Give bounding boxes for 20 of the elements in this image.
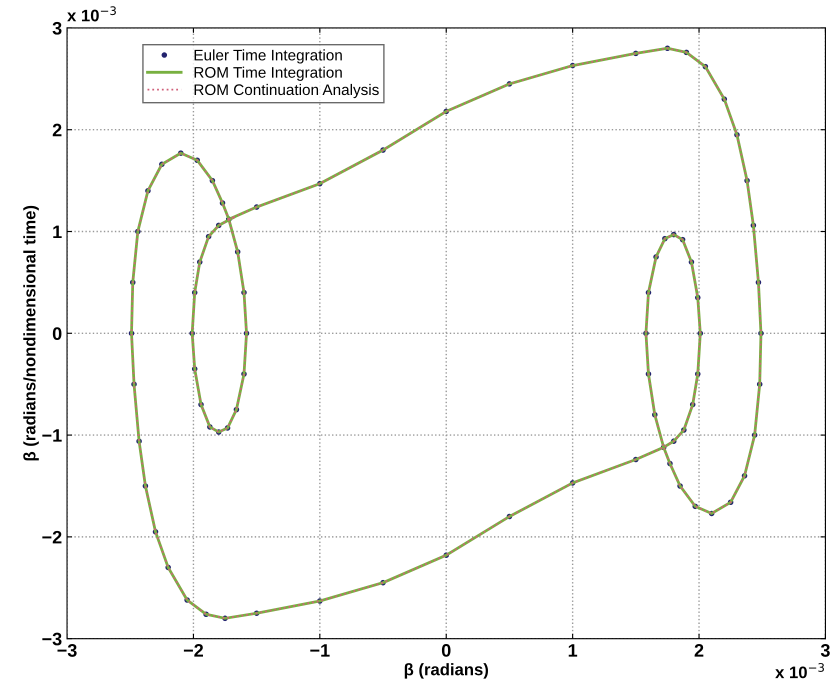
y-tick-label: 0 (52, 327, 62, 340)
x-tick-label: −2 (184, 644, 204, 657)
text: x 10$^{−3}$ (775, 663, 824, 678)
legend-label: Euler Time Integration (194, 49, 342, 64)
y-tick-label: 1 (53, 226, 62, 238)
y-tick-label: −1 (42, 429, 62, 442)
y-tick-label: 2 (52, 124, 62, 136)
legend-label: ROM Continuation Analysis (194, 84, 379, 98)
text: x 10$^{−3}$ (67, 6, 116, 22)
y-tick-label: −2 (42, 530, 62, 544)
legend-label: ROM Time Integration (194, 66, 342, 81)
x-tick-label: 1 (568, 644, 578, 657)
x-axis-title: β (radians) (404, 663, 488, 679)
y-tick-label: 3 (52, 22, 62, 35)
x-tick-label: 2 (694, 644, 704, 657)
y-axis-title: β (radians/nondimensional time) (23, 206, 39, 460)
x-tick-label: −1 (310, 644, 330, 657)
x-tick-label: 0 (442, 644, 451, 657)
x-tick-label: 3 (820, 644, 830, 657)
y-tick-label: −3 (42, 632, 62, 646)
